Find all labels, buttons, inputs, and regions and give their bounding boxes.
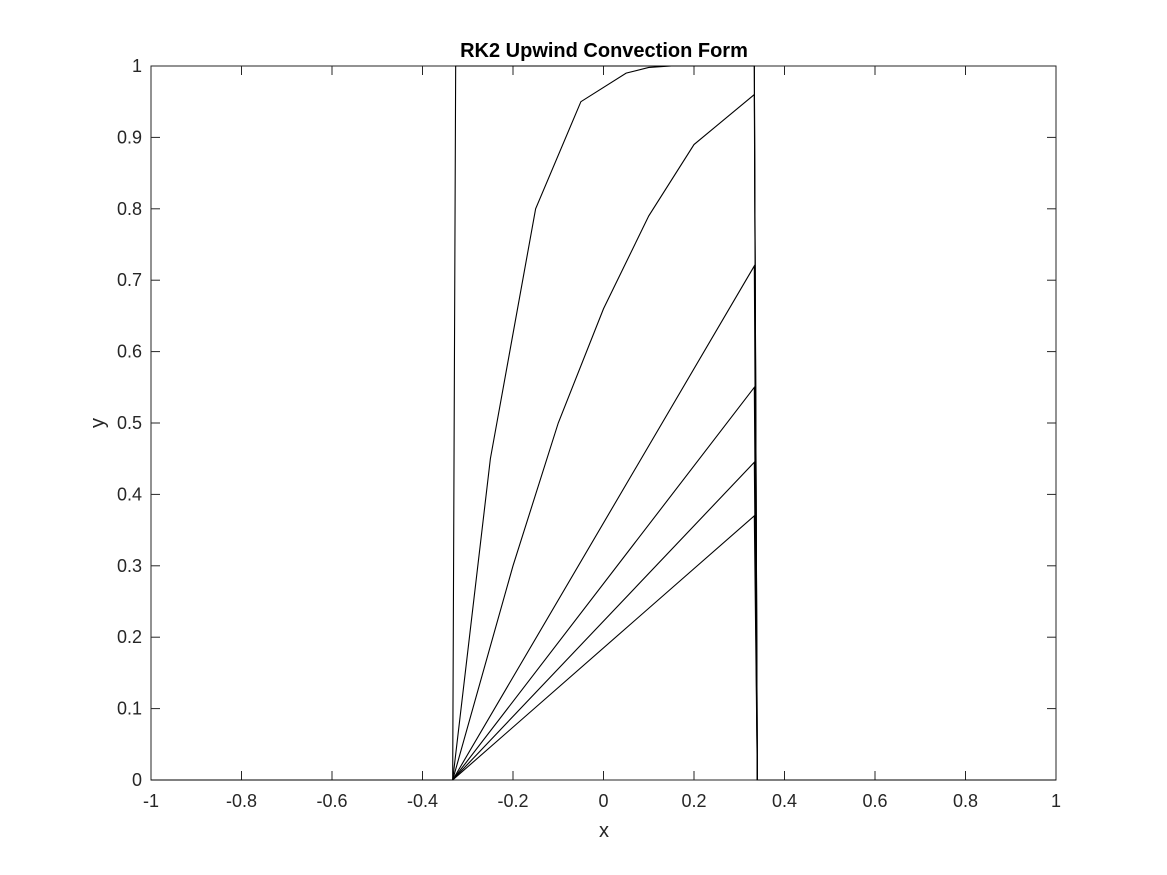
- series-line-3: [151, 93, 1056, 781]
- x-tick-label: -0.2: [497, 791, 528, 811]
- series-group: [151, 65, 1056, 781]
- y-tick-label: 0.7: [117, 270, 142, 290]
- x-tick-label: 0.4: [772, 791, 797, 811]
- y-tick-label: 0.1: [117, 699, 142, 719]
- y-tick-label: 0.4: [117, 484, 142, 504]
- y-tick-label: 0.8: [117, 199, 142, 219]
- x-tick-label: 0.6: [862, 791, 887, 811]
- x-tick-label: -0.6: [316, 791, 347, 811]
- plot-area: [150, 65, 1057, 781]
- y-tick-label: 0: [132, 770, 142, 790]
- x-tick-label: 0: [598, 791, 608, 811]
- series-line-4: [151, 263, 1056, 781]
- x-tick-label: 1: [1051, 791, 1061, 811]
- x-tick-label: -1: [143, 791, 159, 811]
- series-line-7: [151, 514, 1056, 781]
- series-line-1: [151, 65, 1056, 781]
- x-tick-label: 0.2: [681, 791, 706, 811]
- y-tick-label: 0.3: [117, 556, 142, 576]
- y-tick-label: 0.5: [117, 413, 142, 433]
- y-tick-label: 0.2: [117, 627, 142, 647]
- axis-ticks: -1 -0.8 -0.6 -0.4 -0.2 0 0.2 0.4 0.6 0.8 1 0 0.1 0.2 0…: [117, 56, 1061, 811]
- y-tick-label: 1: [132, 56, 142, 76]
- series-line-2: [151, 65, 1056, 781]
- series-line-5: [151, 385, 1056, 781]
- y-tick-label: 0.6: [117, 342, 142, 362]
- x-tick-label: -0.4: [407, 791, 438, 811]
- x-tick-label: -0.8: [226, 791, 257, 811]
- x-axis-label: x: [599, 820, 609, 842]
- chart-title: RK2 Upwind Convection Form: [460, 40, 748, 62]
- series-line-6: [151, 460, 1056, 781]
- y-tick-label: 0.9: [117, 127, 142, 147]
- y-axis-label: y: [87, 418, 109, 428]
- x-tick-label: 0.8: [953, 791, 978, 811]
